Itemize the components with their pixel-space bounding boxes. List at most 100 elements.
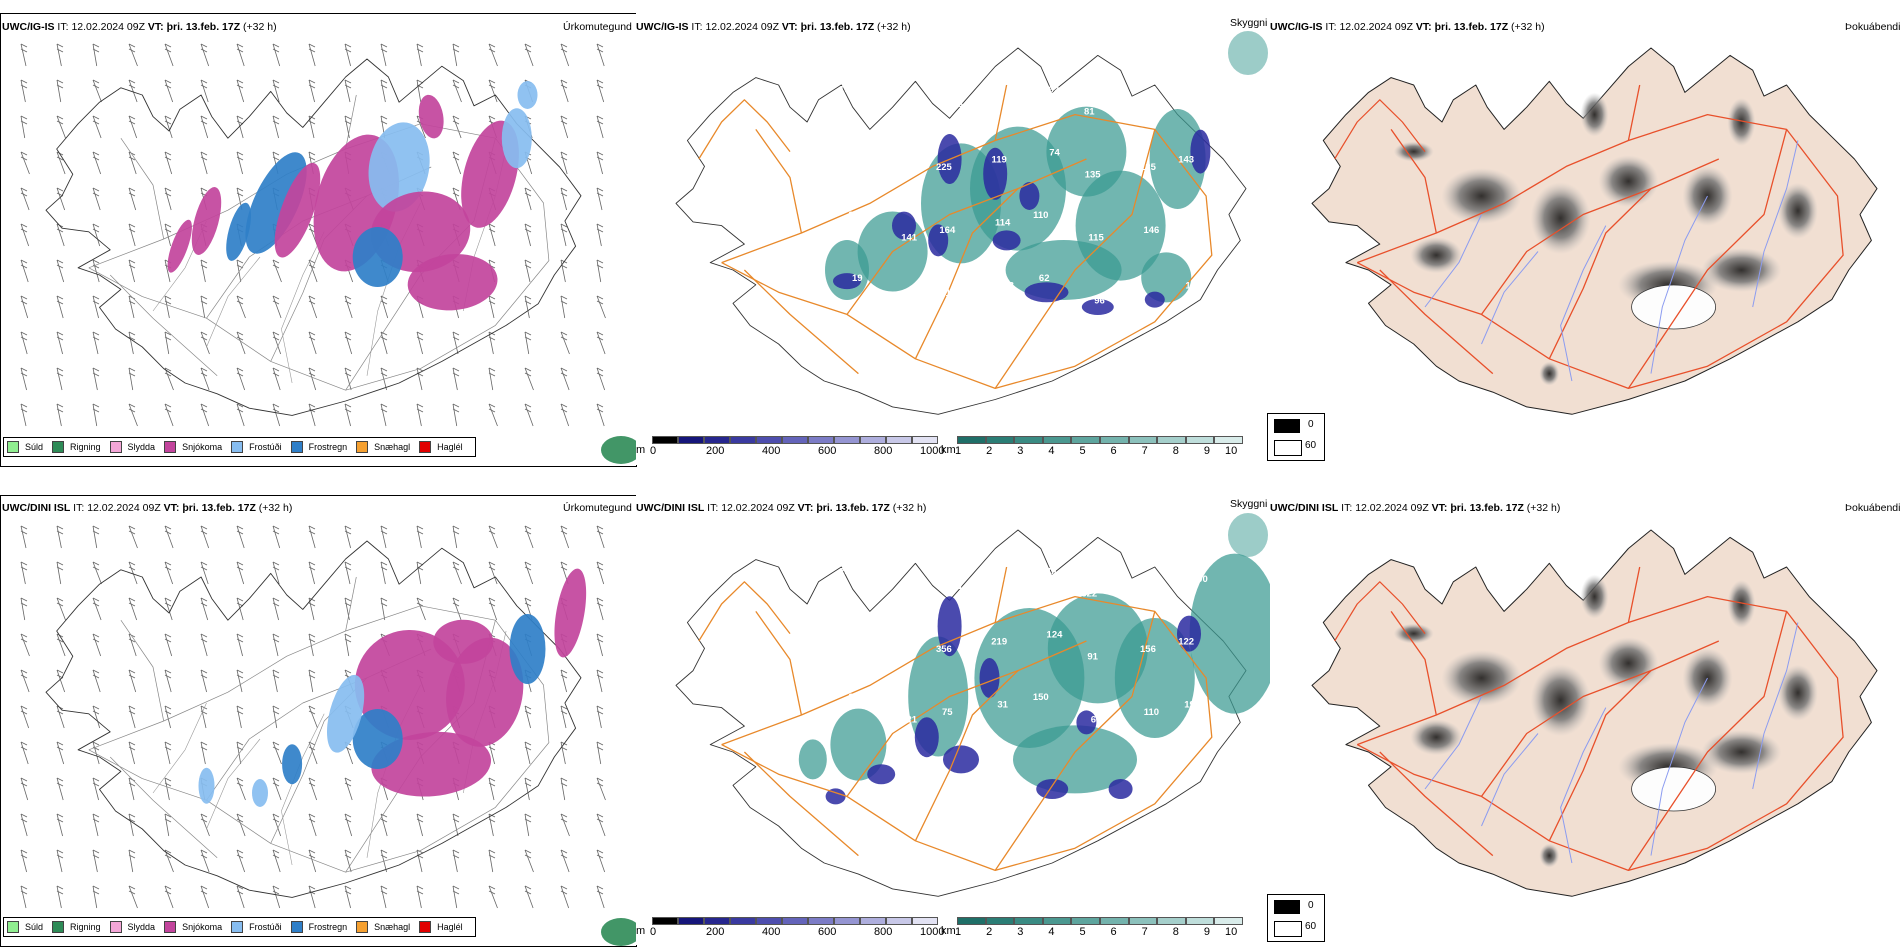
coastline — [45, 58, 582, 416]
colorbar-tick-label: 10 — [1225, 926, 1238, 938]
road — [1379, 269, 1494, 375]
road — [1480, 640, 1720, 797]
very-low-visibility-area — [979, 658, 1000, 698]
legend-item-súld: Súld — [7, 921, 43, 933]
fog-swatch-dark — [1274, 900, 1300, 914]
legend-swatch — [164, 921, 177, 933]
title-cloud-row2: UWC/DINI ISL IT: 12.02.2024 09Z VT: þri.… — [1270, 502, 1561, 514]
legend-label: Snæhagl — [374, 442, 411, 452]
visibility-value: 97 — [849, 692, 860, 703]
very-low-visibility-area — [825, 788, 846, 805]
visibility-value: 110 — [1033, 210, 1048, 221]
legend-swatch — [7, 441, 19, 453]
river — [1560, 707, 1607, 864]
visibility-value: 135 — [1085, 170, 1102, 181]
legend-item-frostregn: Frostregn — [290, 441, 347, 453]
legend-label: Haglél — [437, 442, 463, 452]
colorbar-tick-label: 9 — [1203, 926, 1210, 938]
road-contour — [120, 620, 165, 722]
fog-indicator-area — [1539, 361, 1560, 386]
colorbar-segment — [912, 917, 938, 925]
title-precip-row1: UWC/IG-IS IT: 12.02.2024 09Z VT: þri. 13… — [2, 21, 277, 33]
colorbar-segment — [1014, 436, 1043, 444]
colorbar-segment — [985, 436, 1015, 444]
colorbar-segment — [860, 917, 886, 925]
visibility-value: 74 — [1049, 147, 1060, 158]
visibility-value: 19 — [1184, 700, 1195, 711]
precip-area — [509, 614, 546, 684]
precip-area — [433, 619, 494, 664]
precip-area — [418, 94, 444, 139]
very-low-visibility-area — [1076, 710, 1097, 735]
legend-item-slydda: Slydda — [109, 921, 156, 933]
colorbar-segment — [860, 436, 886, 444]
visibility-value: 125 — [1140, 162, 1157, 173]
legend-label: Frostregn — [308, 922, 348, 932]
visibility-value: 91 — [1087, 652, 1098, 663]
cloud-map-row2 — [1311, 529, 1878, 897]
colorbar-tick-label: 6 — [1110, 445, 1117, 457]
road — [914, 670, 1019, 842]
colorbar-segment — [782, 917, 808, 925]
precip-panel-row2: Súld Rigning Slydda Snjókoma Frostúði Frostre… — [0, 495, 637, 947]
precip-panel-row1: Súld Rigning Slydda Snjókoma Frostúði Frostre… — [0, 13, 637, 467]
colorbar-segment — [1100, 917, 1129, 925]
colorbar-unit: m — [636, 925, 646, 937]
fog-label-light: 60 — [1305, 921, 1317, 932]
vis-panel-row2: 257 198 21 339 79 622 18 590 30 20 356 219 124 91 156 1… — [636, 495, 1270, 945]
colorbar-tick-label: 800 — [874, 445, 893, 457]
road — [721, 595, 1213, 872]
legend-item-snjókoma: Snjókoma — [164, 441, 222, 453]
colorbar-tick-label: 1000 — [920, 445, 945, 457]
visibility-value: 62 — [1039, 273, 1050, 284]
road — [846, 158, 1087, 315]
fog-indicator-area — [1777, 182, 1818, 239]
legend-label: Slydda — [127, 922, 156, 932]
visibility-value: 18 — [1139, 581, 1150, 592]
colorbar-segment — [808, 917, 834, 925]
precip-area — [167, 219, 192, 273]
rain-area — [601, 436, 636, 464]
colorbar-segment — [652, 436, 678, 444]
fog-indicator-area — [1580, 92, 1609, 137]
fog-indicator-area — [1539, 843, 1560, 868]
legend-item-frostúði: Frostúði — [231, 921, 282, 933]
visibility-value: 81 — [1084, 107, 1095, 118]
precip-legend-row2: Súld Rigning Slydda Snjókoma Frostúði Frostre… — [3, 917, 476, 937]
colorbar-tick-label: 8 — [1172, 445, 1179, 457]
precip-area — [252, 779, 268, 807]
legend-item-súld: Súld — [7, 441, 43, 453]
colorbar-tick-label: 1 — [955, 445, 962, 457]
precip-map-row2 — [20, 525, 636, 946]
very-low-visibility-area — [1024, 282, 1069, 303]
label-fog-indicator-row2: Þokuábendi — [1845, 502, 1900, 514]
very-low-visibility-area — [983, 147, 1008, 200]
road — [1379, 751, 1494, 857]
visibility-value: 121 — [901, 714, 918, 725]
visibility-value: 115 — [1185, 281, 1201, 292]
visibility-value: 225 — [936, 162, 953, 173]
legend-swatch — [419, 921, 432, 933]
legend-item-snæhagl: Snæhagl — [356, 921, 410, 933]
fog-label-dark: 0 — [1308, 900, 1314, 911]
colorbar-tick-label: 0 — [650, 926, 657, 938]
visibility-value: 192 — [839, 84, 855, 95]
river-contour — [206, 256, 261, 348]
visibility-value: 115 — [1088, 232, 1104, 243]
visibility-value: 590 — [1192, 574, 1208, 585]
road — [743, 269, 859, 375]
legend-swatch — [52, 921, 65, 933]
visibility-value: 54 — [1139, 99, 1150, 110]
colorbar-tick-label: 10 — [1225, 445, 1238, 457]
ice-cap — [1631, 284, 1717, 330]
elevation-colorbar-row2: m 0 200 400 600 800 1000 — [636, 917, 944, 943]
colorbar-segment — [1185, 436, 1215, 444]
very-low-visibility-area — [867, 764, 896, 785]
colorbar-segment — [678, 436, 704, 444]
fog-indicator-area — [1777, 664, 1818, 721]
legend-label: Súld — [25, 922, 44, 932]
road-contour — [88, 605, 550, 873]
visibility-value: 141 — [901, 232, 918, 243]
visibility-value: 223 — [894, 107, 910, 118]
visibility-value: 219 — [991, 637, 1007, 648]
